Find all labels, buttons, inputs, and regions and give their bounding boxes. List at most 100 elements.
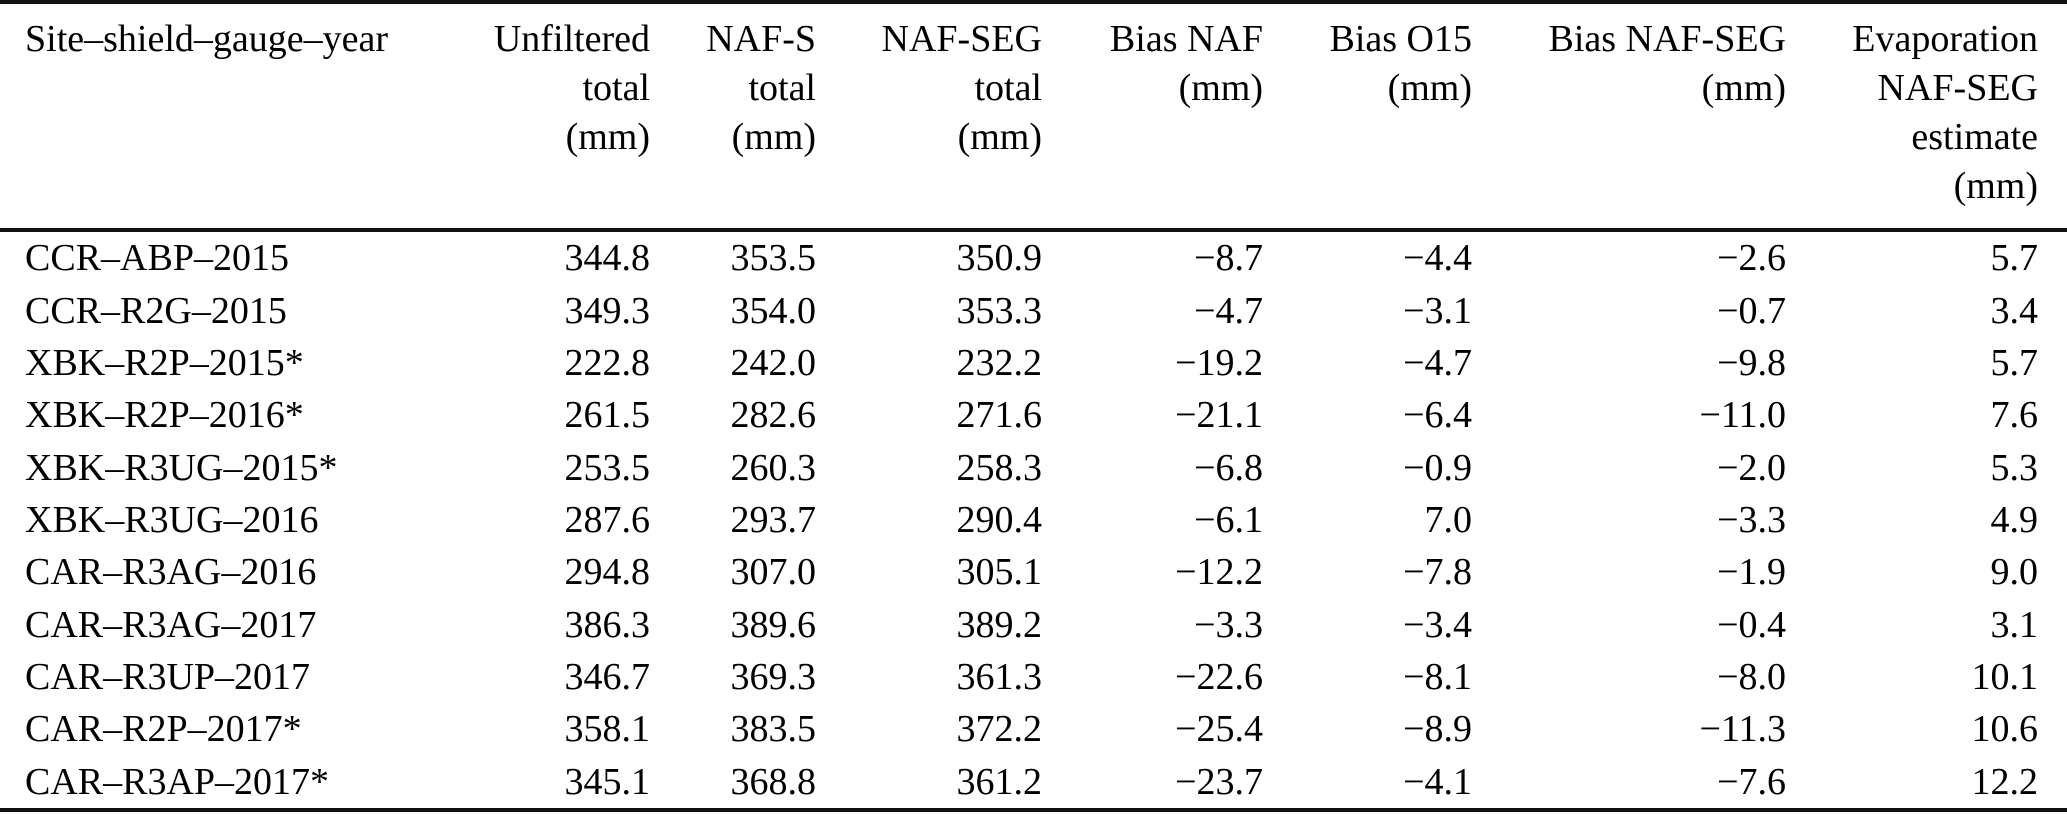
site-cell: CCR–R2G–2015 [25,289,287,332]
value-cell: 383.5 [730,708,817,751]
value-cell: 353.5 [730,237,817,280]
column-header-line: Unfiltered [493,18,650,60]
value-cell: −7.8 [1403,551,1472,594]
site-cell: CAR–R3AP–2017* [25,760,330,803]
column-header-line: (mm) [1953,165,2038,207]
value-cell: −25.4 [1175,708,1263,751]
table-body: CCR–ABP–2015 344.8 353.5 350.9 −8.7 −4.4 −2.6 5… [0,232,2067,808]
site-cell: CCR–ABP–2015 [25,237,289,280]
value-cell: 368.8 [730,760,817,803]
value-cell: 346.7 [564,656,651,699]
value-cell: −3.4 [1403,603,1472,646]
value-cell: −11.0 [1699,394,1786,437]
site-cell: CAR–R2P–2017* [25,708,302,751]
value-cell: 305.1 [956,551,1043,594]
header-row: Site–shield–gauge–year Unfiltered total (mm… [0,4,2067,232]
value-cell: 7.0 [1424,498,1473,541]
value-cell: 344.8 [564,237,651,280]
value-cell: −11.3 [1699,708,1786,751]
value-cell: 354.0 [730,289,817,332]
value-cell: −12.2 [1175,551,1263,594]
value-cell: 12.2 [1971,760,2039,803]
value-cell: −2.6 [1717,237,1786,280]
value-cell: 369.3 [730,656,817,699]
table-row: XBK–R3UG–2015* 253.5 260.3 258.3 −6.8 −0.9 −2.… [0,441,2067,493]
table-row: CAR–R3AG–2017 386.3 389.6 389.2 −3.3 −3.4 −0.4… [0,599,2067,651]
value-cell: 260.3 [730,446,817,489]
column-header-naf-seg-total: NAF-SEG total (mm) [816,4,1042,232]
site-cell: CAR–R3AG–2017 [25,603,317,646]
value-cell: −19.2 [1175,341,1263,384]
table-row: CAR–R3AP–2017* 345.1 368.8 361.2 −23.7 −4.1 −7… [0,756,2067,808]
value-cell: 282.6 [730,394,817,437]
value-cell: −22.6 [1175,656,1263,699]
value-cell: 5.7 [1990,237,2039,280]
table-row: CAR–R3AG–2016 294.8 307.0 305.1 −12.2 −7.8 −1.… [0,546,2067,598]
table-row: XBK–R3UG–2016 287.6 293.7 290.4 −6.1 7.0 −3.3 4… [0,494,2067,546]
column-header-site-shield-gauge-year: Site–shield–gauge–year [0,4,460,232]
value-cell: 4.9 [1990,498,2039,541]
value-cell: 258.3 [956,446,1043,489]
site-cell: XBK–R2P–2015* [25,341,304,384]
value-cell: −2.0 [1717,446,1786,489]
value-cell: 307.0 [730,551,817,594]
table-row: XBK–R2P–2015* 222.8 242.0 232.2 −19.2 −4.7 −9.… [0,337,2067,389]
value-cell: 261.5 [564,394,651,437]
table-row: CCR–R2G–2015 349.3 354.0 353.3 −4.7 −3.1 −0.7 3… [0,284,2067,336]
value-cell: 222.8 [564,341,651,384]
column-header-line: total [748,67,816,109]
value-cell: −4.1 [1403,760,1472,803]
column-header-line: Evaporation [1852,18,2038,60]
column-header-line: (mm) [1701,67,1786,109]
site-cell: XBK–R3UG–2015* [25,446,338,489]
column-header-line: (mm) [731,116,816,158]
value-cell: 242.0 [730,341,817,384]
value-cell: 7.6 [1990,394,2039,437]
column-header-line: Bias NAF [1109,18,1263,60]
value-cell: −0.4 [1717,603,1786,646]
value-cell: 294.8 [564,551,651,594]
column-header-line: total [974,67,1042,109]
column-header-bias-naf: Bias NAF (mm) [1042,4,1263,232]
value-cell: −3.1 [1403,289,1472,332]
table-row: CAR–R2P–2017* 358.1 383.5 372.2 −25.4 −8.9 −11… [0,703,2067,755]
value-cell: −3.3 [1194,603,1263,646]
value-cell: −4.4 [1403,237,1472,280]
column-header-line: NAF-S [706,18,816,60]
column-header-line: Bias O15 [1329,18,1473,60]
table-header: Site–shield–gauge–year Unfiltered total (mm… [0,4,2067,232]
value-cell: 349.3 [564,289,651,332]
column-header-naf-s-total: NAF-S total (mm) [650,4,816,232]
value-cell: −23.7 [1175,760,1263,803]
column-header-line: (mm) [957,116,1042,158]
column-header-bias-o15: Bias O15 (mm) [1263,4,1472,232]
value-cell: −4.7 [1194,289,1263,332]
value-cell: −8.7 [1194,237,1263,280]
column-header-line: (mm) [1178,67,1263,109]
table-row: XBK–R2P–2016* 261.5 282.6 271.6 −21.1 −6.4 −11… [0,389,2067,441]
value-cell: −1.9 [1717,551,1786,594]
value-cell: 253.5 [564,446,651,489]
value-cell: −6.4 [1403,394,1472,437]
value-cell: 293.7 [730,498,817,541]
table-row: CAR–R3UP–2017 346.7 369.3 361.3 −22.6 −8.1 −8.… [0,651,2067,703]
value-cell: 3.1 [1990,603,2039,646]
site-cell: CAR–R3AG–2016 [25,551,317,594]
value-cell: −8.1 [1403,656,1472,699]
value-cell: −6.1 [1194,498,1263,541]
value-cell: −8.0 [1717,656,1786,699]
column-header-line: NAF-SEG [881,18,1042,60]
value-cell: −21.1 [1175,394,1263,437]
value-cell: −9.8 [1717,341,1786,384]
site-cell: XBK–R3UG–2016 [25,498,319,541]
column-header-line: NAF-SEG [1877,67,2038,109]
value-cell: 271.6 [956,394,1043,437]
value-cell: 389.2 [956,603,1043,646]
column-header-line: (mm) [1387,67,1472,109]
column-header-line: Site–shield–gauge–year [25,18,389,60]
value-cell: 353.3 [956,289,1043,332]
value-cell: 232.2 [956,341,1043,384]
table-row: CCR–ABP–2015 344.8 353.5 350.9 −8.7 −4.4 −2.6 5… [0,232,2067,284]
value-cell: 5.3 [1990,446,2039,489]
column-header-unfiltered-total: Unfiltered total (mm) [460,4,650,232]
